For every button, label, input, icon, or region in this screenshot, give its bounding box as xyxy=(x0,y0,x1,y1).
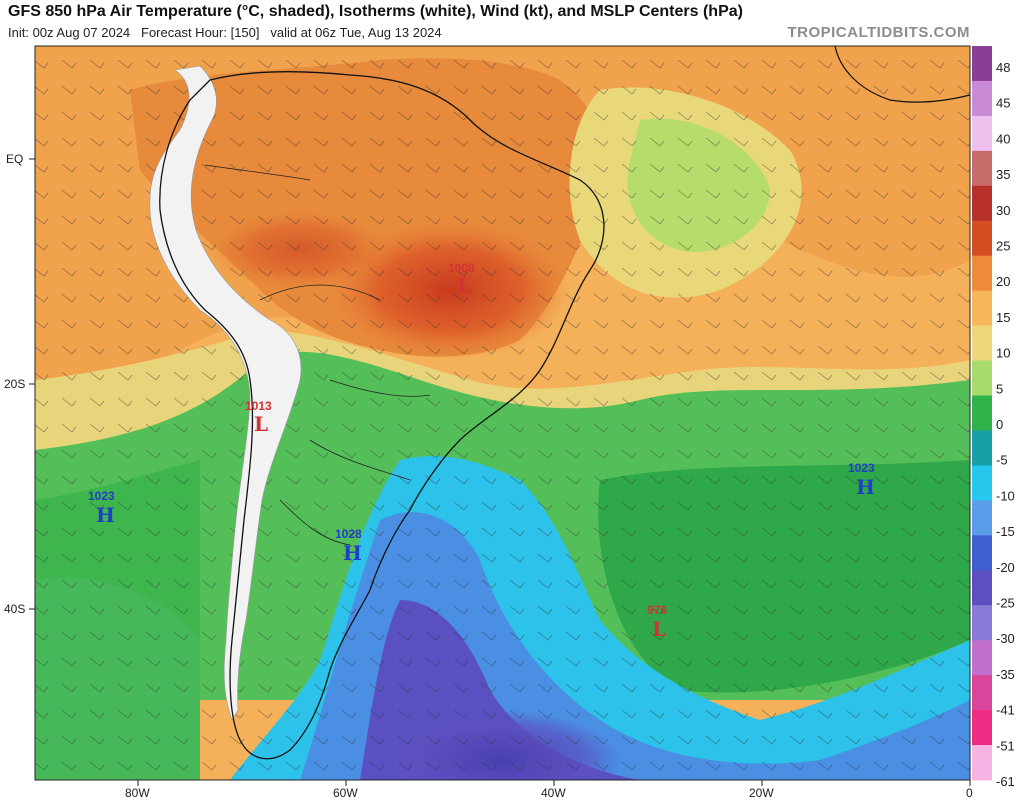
colorbar-swatch xyxy=(972,605,992,641)
lon-label-20w: 20W xyxy=(749,786,774,800)
site-brand: TROPICALTIDBITS.COM xyxy=(787,24,970,41)
pressure-letter: L xyxy=(254,412,268,436)
colorbar-swatch xyxy=(972,115,992,152)
colorbar-swatch xyxy=(972,535,992,571)
andes-mask xyxy=(149,65,302,721)
colorbar-label: -35 xyxy=(996,667,1015,682)
pressure-letter: H xyxy=(856,475,875,499)
country-borders xyxy=(204,164,431,546)
lon-label-80w: 80W xyxy=(125,786,150,800)
lat-label-40s: 40S xyxy=(4,602,25,616)
colorbar-swatch xyxy=(972,325,992,362)
colorbar-swatch xyxy=(972,745,992,781)
colorbar-swatch xyxy=(972,290,992,327)
temperature-colorbar: 48 45 40 35 30 25 20 15 10 5 0 -5 -10 -15 -20 -25 -30 -35… xyxy=(972,46,1015,789)
colorbar-label: 25 xyxy=(996,239,1010,254)
africa-outline xyxy=(834,45,971,103)
map-frame xyxy=(34,45,971,781)
pressure-value: 1023 xyxy=(88,489,115,503)
lon-label-0: 0 xyxy=(966,786,973,800)
high-center-1028: 1028 H xyxy=(335,527,362,565)
colorbar-swatch xyxy=(972,80,992,117)
colorbar-label: 45 xyxy=(996,96,1010,111)
colorbar-label: 20 xyxy=(996,274,1010,289)
colorbar-swatch xyxy=(972,360,992,397)
colorbar-label: -51 xyxy=(996,738,1015,753)
high-center-1023-west: 1023 H xyxy=(88,489,115,527)
lat-label-eq: EQ xyxy=(6,152,23,166)
colorbar-label: -61 xyxy=(996,774,1015,789)
colorbar-label: -5 xyxy=(996,453,1008,468)
colorbar-label: -15 xyxy=(996,524,1015,539)
south-america-outline xyxy=(159,71,605,760)
valid-time: valid at 06z Tue, Aug 13 2024 xyxy=(270,25,442,40)
low-center-976: 976 L xyxy=(647,603,667,641)
colorbar-label: 35 xyxy=(996,167,1010,182)
colorbar-label: 0 xyxy=(996,417,1003,432)
run-info: Init: 00z Aug 07 2024 Forecast Hour: [15… xyxy=(8,25,442,40)
colorbar-label: 10 xyxy=(996,346,1010,361)
pressure-value: 1028 xyxy=(335,527,362,541)
low-center-1013: 1013 L xyxy=(245,399,272,436)
lon-label-40w: 40W xyxy=(541,786,566,800)
pressure-value: 1008 xyxy=(448,261,475,275)
colorbar-label: 5 xyxy=(996,381,1003,396)
colorbar-swatch xyxy=(972,46,992,82)
colorbar-label: 48 xyxy=(996,60,1010,75)
latitude-axis: EQ 20S 40S xyxy=(4,152,35,616)
colorbar-swatch xyxy=(972,710,992,746)
colorbar-swatch xyxy=(972,570,992,606)
colorbar-swatch xyxy=(972,255,992,292)
colorbar-label: -41 xyxy=(996,703,1015,718)
colorbar-label: -20 xyxy=(996,560,1015,575)
init-time: Init: 00z Aug 07 2024 xyxy=(8,25,131,40)
colorbar-swatch xyxy=(972,500,992,536)
colorbar-swatch xyxy=(972,185,992,222)
lat-label-20s: 20S xyxy=(4,377,25,391)
colorbar-swatch xyxy=(972,675,992,711)
pressure-value: 1023 xyxy=(848,461,875,475)
colorbar-label: -30 xyxy=(996,631,1015,646)
colorbar-swatch xyxy=(972,395,992,431)
map-title: GFS 850 hPa Air Temperature (°C, shaded)… xyxy=(8,3,743,20)
temperature-field xyxy=(35,46,970,780)
colorbar-swatch xyxy=(972,430,992,466)
colorbar-swatch xyxy=(972,465,992,501)
colorbar-label: 15 xyxy=(996,310,1010,325)
colorbar-swatch xyxy=(972,220,992,257)
colorbar-label: -25 xyxy=(996,596,1015,611)
longitude-axis: 80W 60W 40W 20W 0 xyxy=(125,780,973,800)
forecast-hour: Forecast Hour: [150] xyxy=(141,25,260,40)
pressure-letter: L xyxy=(652,617,666,641)
pressure-letter: L xyxy=(457,273,471,297)
pressure-centers: 1008 L 1013 L 1023 H 1028 H 1023 H 976 L xyxy=(88,261,875,641)
pressure-letter: H xyxy=(96,503,115,527)
high-center-1023-east: 1023 H xyxy=(848,461,875,499)
colorbar-label: 40 xyxy=(996,131,1010,146)
low-center-1008: 1008 L xyxy=(448,261,475,297)
colorbar-swatch xyxy=(972,640,992,676)
colorbar-swatch xyxy=(972,150,992,187)
colorbar-label: -10 xyxy=(996,488,1015,503)
pressure-value: 1013 xyxy=(245,399,272,413)
colorbar-label: 30 xyxy=(996,203,1010,218)
lon-label-60w: 60W xyxy=(333,786,358,800)
pressure-value: 976 xyxy=(647,603,667,617)
pressure-letter: H xyxy=(343,541,362,565)
